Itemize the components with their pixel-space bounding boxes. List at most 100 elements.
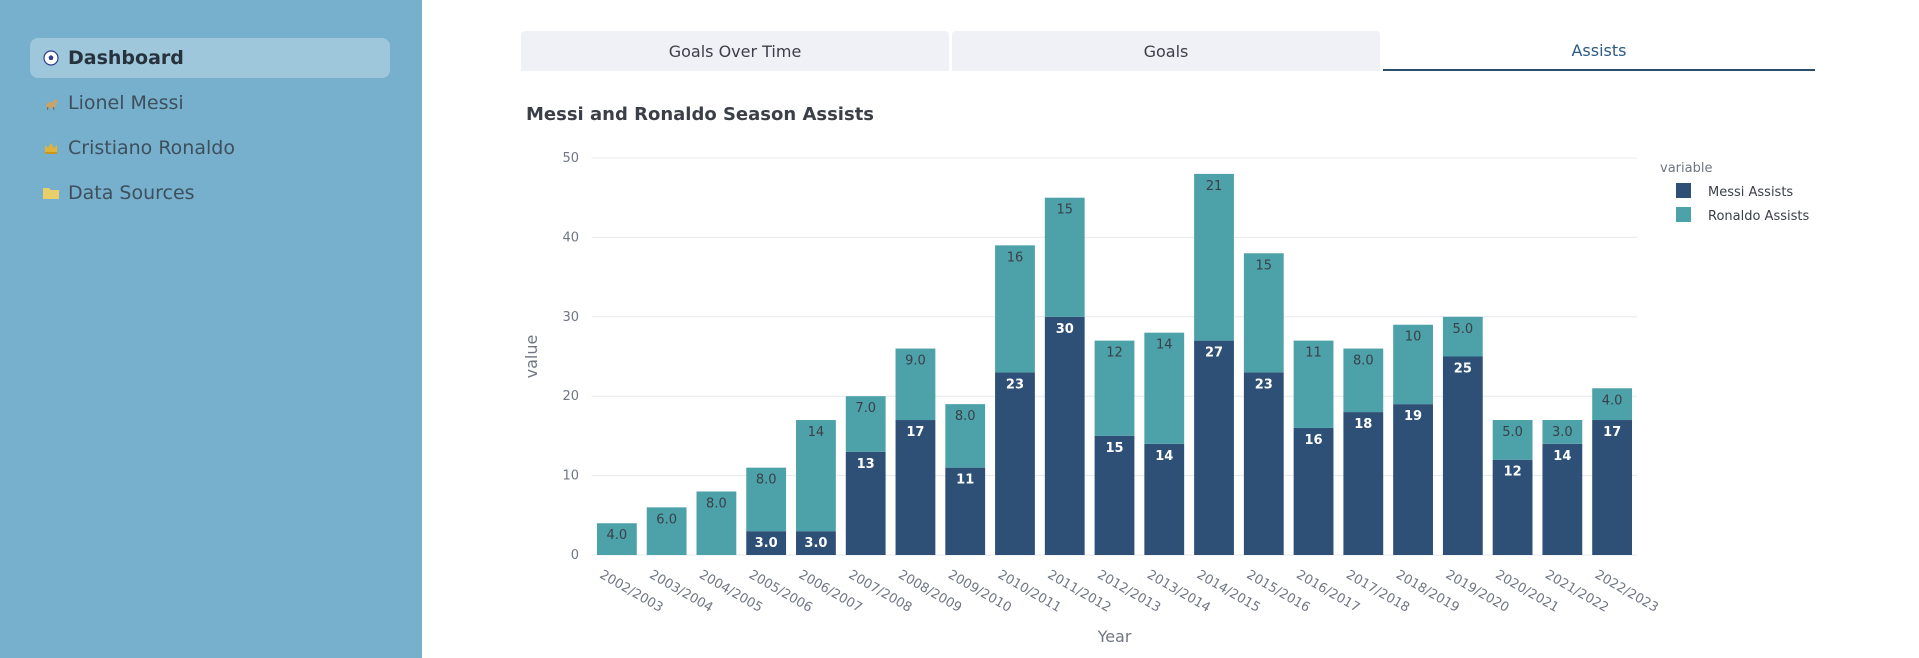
y-tick-label: 0	[571, 548, 579, 563]
tab-goals[interactable]: Goals	[952, 31, 1380, 71]
bar-ronaldo	[1442, 316, 1483, 357]
sidebar-item-data-sources[interactable]: Data Sources	[30, 173, 390, 213]
bar-data-label: 25	[1454, 362, 1472, 377]
bar-ronaldo	[1144, 332, 1185, 444]
bar-ronaldo	[895, 348, 936, 421]
y-tick-label: 40	[562, 230, 579, 245]
bar-ronaldo	[945, 404, 986, 468]
bar-ronaldo	[596, 523, 637, 555]
bar-messi	[945, 467, 986, 555]
bar-ronaldo	[1542, 420, 1583, 444]
y-tick-label: 50	[562, 151, 579, 166]
y-axis-title: value	[522, 335, 541, 379]
bar-data-label: 12	[1106, 346, 1123, 361]
sidebar: Dashboard Lionel Messi Cristiano Ronaldo…	[0, 0, 422, 658]
bar-data-label: 16	[1007, 250, 1024, 265]
legend-swatch	[1676, 207, 1691, 222]
bar-ronaldo	[995, 245, 1035, 373]
bar-messi	[1094, 435, 1135, 555]
bar-data-label: 11	[956, 473, 974, 488]
legend-title: variable	[1660, 161, 1712, 176]
bar-data-label: 8.0	[1353, 354, 1374, 369]
bar-data-label: 15	[1105, 441, 1123, 456]
tab-goals-over-time[interactable]: Goals Over Time	[521, 31, 949, 71]
bar-data-label: 23	[1006, 377, 1024, 392]
legend-entry: Messi Assists	[1708, 185, 1793, 200]
folder-icon	[42, 184, 60, 202]
legend-entry: Ronaldo Assists	[1708, 209, 1809, 224]
bar-data-label: 5.0	[1502, 425, 1523, 440]
legend-swatch	[1676, 183, 1691, 198]
bar-data-label: 10	[1405, 330, 1422, 345]
bar-data-label: 21	[1206, 179, 1223, 194]
bar-ronaldo	[1592, 388, 1633, 421]
bar-data-label: 17	[1603, 425, 1621, 440]
sidebar-item-label: Dashboard	[68, 47, 184, 69]
sidebar-item-cristiano-ronaldo[interactable]: Cristiano Ronaldo	[30, 128, 390, 168]
bar-data-label: 7.0	[855, 401, 876, 416]
sidebar-item-label: Data Sources	[68, 182, 195, 204]
sidebar-item-label: Lionel Messi	[68, 92, 184, 114]
tab-assists[interactable]: Assists	[1383, 31, 1815, 71]
bar-data-label: 8.0	[955, 409, 976, 424]
bar-data-label: 14	[808, 425, 825, 440]
tab-bar: Goals Over Time Goals Assists	[521, 31, 1815, 71]
bar-messi	[1343, 412, 1384, 555]
bar-data-label: 14	[1553, 449, 1571, 464]
bar-ronaldo	[1293, 340, 1334, 428]
bar-messi	[895, 420, 936, 555]
bar-ronaldo	[845, 396, 886, 452]
bar-data-label: 5.0	[1452, 322, 1473, 337]
bar-messi	[1542, 443, 1583, 555]
bar-messi	[796, 531, 836, 555]
sidebar-item-dashboard[interactable]: Dashboard	[30, 38, 390, 78]
bar-messi	[1044, 316, 1085, 555]
bar-messi	[1592, 420, 1633, 555]
bar-ronaldo	[1492, 420, 1533, 460]
bar-data-label: 18	[1354, 417, 1372, 432]
bar-ronaldo	[646, 507, 687, 555]
bar-messi	[995, 372, 1035, 555]
bar-messi	[746, 531, 787, 555]
bar-messi	[1442, 356, 1483, 555]
bar-messi	[1194, 340, 1234, 555]
bar-data-label: 14	[1155, 449, 1173, 464]
bar-messi	[1243, 372, 1284, 555]
bar-data-label: 17	[906, 425, 924, 440]
bar-data-label: 15	[1056, 203, 1073, 218]
bar-messi	[1393, 404, 1433, 555]
bar-ronaldo	[1393, 324, 1433, 405]
bar-ronaldo	[1343, 348, 1384, 413]
bar-data-label: 16	[1305, 433, 1323, 448]
bar-messi	[845, 451, 886, 555]
bar-data-label: 3.0	[755, 536, 778, 551]
soccer-ball-icon	[42, 49, 60, 67]
bar-data-label: 8.0	[706, 496, 727, 511]
sidebar-item-label: Cristiano Ronaldo	[68, 137, 235, 159]
bar-ronaldo	[1044, 197, 1085, 317]
bar-ronaldo	[1243, 253, 1284, 373]
bar-data-label: 27	[1205, 346, 1223, 361]
bar-data-label: 6.0	[656, 512, 677, 527]
bar-data-label: 3.0	[804, 536, 827, 551]
goat-icon	[42, 94, 60, 112]
bar-ronaldo	[696, 491, 737, 555]
bar-data-label: 8.0	[756, 473, 777, 488]
bar-data-label: 11	[1305, 346, 1322, 361]
bar-data-label: 3.0	[1552, 425, 1573, 440]
chart-title: Messi and Ronaldo Season Assists	[526, 104, 875, 125]
bar-data-label: 4.0	[607, 528, 628, 543]
y-tick-label: 10	[562, 469, 579, 484]
sidebar-item-lionel-messi[interactable]: Lionel Messi	[30, 83, 390, 123]
bar-messi	[1293, 427, 1334, 555]
bar-data-label: 14	[1156, 338, 1173, 353]
bar-ronaldo	[1194, 173, 1234, 341]
bar-data-label: 15	[1256, 258, 1273, 273]
bar-data-label: 23	[1255, 377, 1273, 392]
bar-data-label: 4.0	[1602, 393, 1623, 408]
bar-ronaldo	[746, 467, 787, 532]
bar-data-label: 30	[1056, 322, 1074, 337]
bar-messi	[1144, 443, 1185, 555]
bar-ronaldo	[1094, 340, 1135, 436]
